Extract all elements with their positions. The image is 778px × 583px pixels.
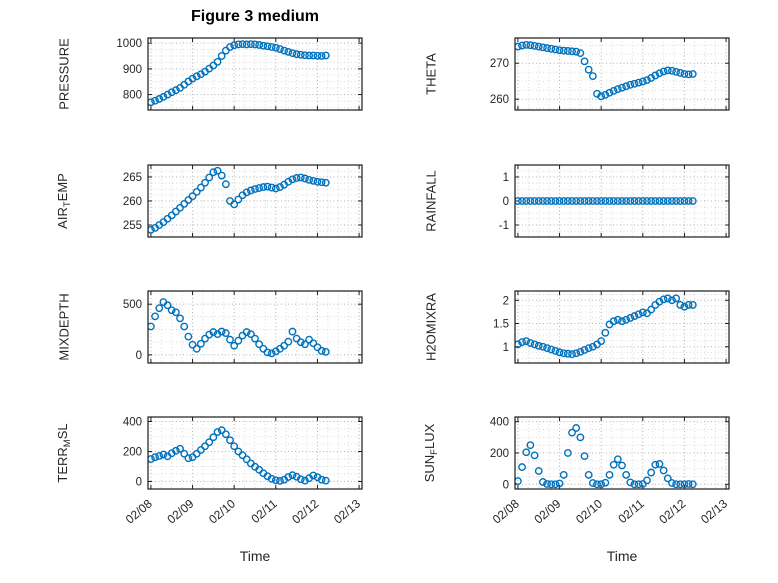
- svg-text:500: 500: [123, 299, 142, 311]
- y-axis-label-pressure: PRESSURE: [56, 38, 72, 110]
- subplot-sun-flux: SUNFLUX 02/08 02/09 02/10 02/11 02/12 02/13 0 2…: [422, 407, 743, 572]
- y-axis-label-air-temp: AIRTEMP: [55, 173, 73, 229]
- svg-text:260: 260: [123, 196, 142, 208]
- svg-text:02/10: 02/10: [206, 496, 238, 526]
- plot-area-mixdepth: 0 500: [123, 290, 363, 364]
- svg-text:400: 400: [123, 417, 142, 429]
- y-axis-label-sun-flux: SUNFLUX: [422, 423, 440, 483]
- svg-text:1000: 1000: [116, 38, 142, 50]
- svg-text:02/08: 02/08: [123, 496, 155, 526]
- subplot-pressure: PRESSURE 800 900 1000: [57, 28, 376, 127]
- svg-text:255: 255: [123, 220, 142, 232]
- subplot-h2omixra: H2OMIXRA 1 1.5 2: [424, 281, 743, 380]
- svg-text:0: 0: [503, 479, 509, 491]
- y-axis-label-terr-msl: TERRMSL: [55, 423, 73, 483]
- svg-text:800: 800: [123, 90, 142, 102]
- plot-area-air-temp: 255 260 265: [123, 164, 363, 238]
- subplot-rainfall: RAINFALL -1 0 1: [424, 155, 743, 254]
- subplot-air-temp: AIRTEMP 255 260 265: [55, 155, 376, 254]
- subplot-terr-msl: TERRMSL 02/08 02/09 02/10 02/11 02/12 02/13 0 2…: [55, 407, 376, 572]
- plot-area-h2omixra: 11.52: [493, 290, 730, 364]
- figure-title: Figure 3 medium: [190, 8, 320, 25]
- svg-text:02/10: 02/10: [573, 496, 605, 526]
- x-axis-label-right: Time: [606, 548, 638, 564]
- y-axis-label-rainfall: RAINFALL: [423, 170, 439, 232]
- subplot-theta: THETA 260 270: [424, 28, 743, 127]
- svg-text:-1: -1: [499, 220, 509, 232]
- svg-text:02/08: 02/08: [490, 496, 522, 526]
- svg-text:200: 200: [123, 447, 142, 459]
- y-axis-label-h2omixra: H2OMIXRA: [423, 293, 439, 361]
- svg-text:02/12: 02/12: [289, 496, 321, 526]
- svg-text:02/13: 02/13: [331, 496, 363, 526]
- svg-text:900: 900: [123, 64, 142, 76]
- plot-area-pressure: 800 900 1000: [116, 37, 363, 111]
- svg-text:400: 400: [490, 417, 509, 429]
- svg-text:260: 260: [490, 94, 509, 106]
- plot-area-terr-msl: 02/08 02/09 02/10 02/11 02/12 02/13 0 200 400: [123, 416, 363, 527]
- svg-text:02/13: 02/13: [698, 496, 730, 526]
- svg-text:0: 0: [503, 196, 509, 208]
- svg-text:1: 1: [503, 342, 509, 354]
- svg-text:02/09: 02/09: [164, 496, 196, 526]
- svg-text:270: 270: [490, 58, 509, 70]
- plot-area-rainfall: -1 0 1: [499, 164, 730, 238]
- svg-text:1: 1: [503, 172, 509, 184]
- svg-text:265: 265: [123, 172, 142, 184]
- svg-text:02/09: 02/09: [531, 496, 563, 526]
- svg-text:02/11: 02/11: [615, 496, 647, 526]
- plot-area-sun-flux: 02/08 02/09 02/10 02/11 02/12 02/13 0 200 400: [490, 416, 730, 527]
- svg-text:200: 200: [490, 448, 509, 460]
- svg-text:0: 0: [136, 350, 142, 362]
- y-axis-label-mixdepth: MIXDEPTH: [56, 293, 72, 361]
- svg-text:02/11: 02/11: [248, 496, 280, 526]
- x-axis-label-left: Time: [239, 548, 271, 564]
- subplot-mixdepth: MIXDEPTH 0 500: [57, 281, 376, 380]
- y-axis-label-theta: THETA: [423, 53, 439, 95]
- svg-text:1.5: 1.5: [493, 319, 509, 331]
- svg-text:0: 0: [136, 477, 142, 489]
- plot-area-theta: 260 270: [490, 37, 730, 111]
- svg-text:2: 2: [503, 295, 509, 307]
- svg-text:02/12: 02/12: [656, 496, 688, 526]
